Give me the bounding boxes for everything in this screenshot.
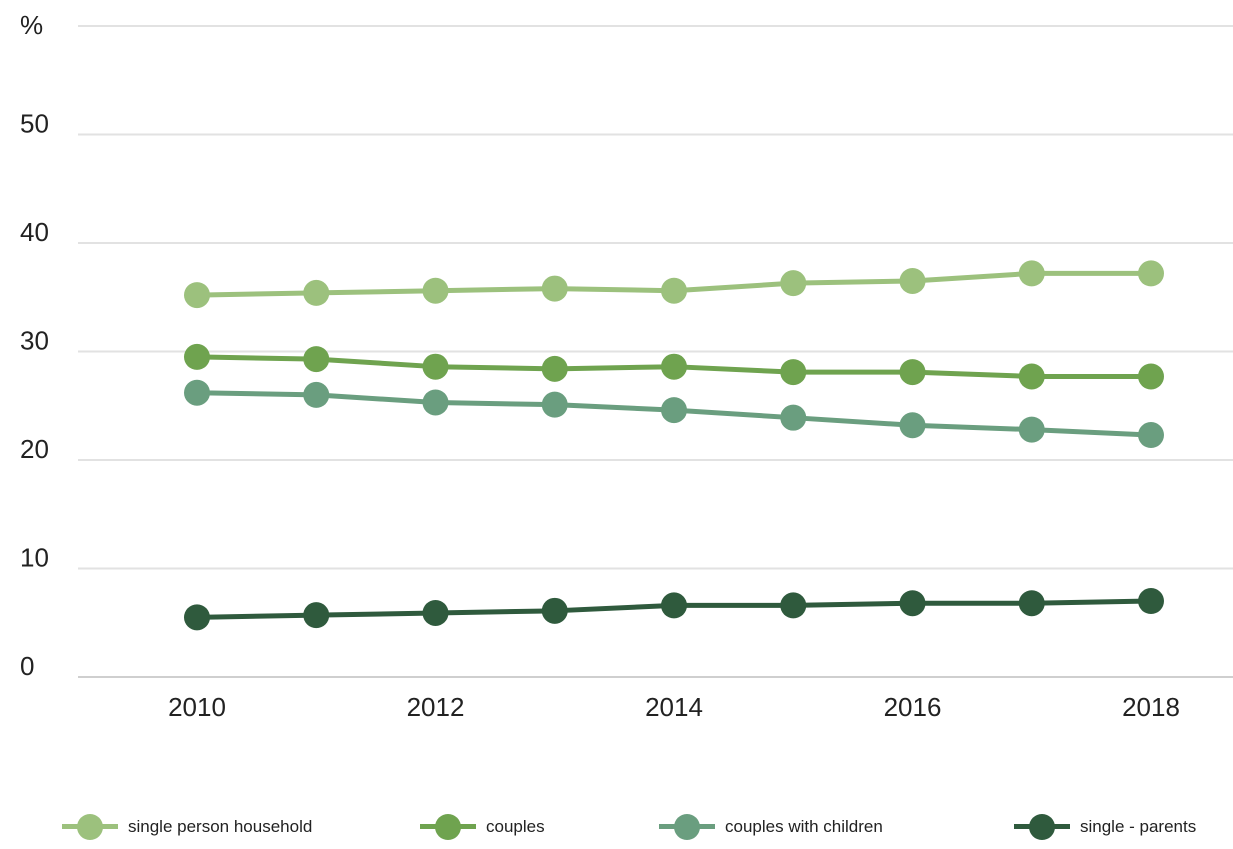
data-point (541, 391, 568, 418)
data-point (1018, 590, 1045, 617)
data-point (1138, 260, 1164, 287)
legend-swatch-icon (1014, 805, 1070, 849)
legend-label: single person household (128, 817, 313, 836)
y-tick-label: 30 (20, 326, 49, 356)
y-axis-label: % (20, 10, 43, 40)
data-point (661, 277, 687, 304)
legend-item: single person household (62, 805, 312, 849)
legend-swatch-icon (420, 805, 476, 849)
data-point (422, 277, 449, 304)
y-tick-label: 10 (20, 543, 49, 573)
legend-item: couples with children (659, 805, 883, 849)
y-tick-label: 20 (20, 434, 49, 464)
data-point (422, 599, 449, 626)
data-point (780, 270, 807, 297)
y-tick-label: 0 (20, 651, 34, 681)
y-tick-label: 40 (20, 217, 49, 247)
data-point (1018, 363, 1045, 390)
data-point (780, 404, 807, 431)
legend-swatch-icon (659, 805, 715, 849)
data-point (661, 353, 687, 380)
data-point (422, 389, 449, 416)
data-point (541, 355, 568, 382)
data-point (661, 397, 687, 424)
data-point (1138, 363, 1164, 390)
x-tick-label: 2016 (884, 692, 942, 722)
data-point (899, 590, 926, 617)
legend-item: couples (420, 805, 545, 849)
data-point (303, 381, 330, 408)
data-point (1018, 260, 1045, 287)
data-point (780, 359, 807, 386)
data-point (780, 592, 807, 619)
x-tick-label: 2014 (645, 692, 703, 722)
x-tick-label: 2012 (407, 692, 465, 722)
legend: single person household couples couples wi… (0, 805, 1233, 849)
data-point (184, 604, 210, 631)
legend-label: single - parents (1080, 817, 1197, 836)
data-point (422, 353, 449, 380)
line-chart: 0 10 20 30 40 50% 2010 2012 2014 2016 2018 (20, 10, 1233, 722)
data-point (899, 267, 926, 294)
data-point (184, 343, 210, 370)
data-point (303, 346, 330, 373)
legend-label: couples with children (725, 817, 883, 836)
legend-item: single - parents (1014, 805, 1196, 849)
y-tick-label: 50 (20, 109, 49, 139)
data-point (899, 359, 926, 386)
data-point (541, 597, 568, 624)
data-point (303, 602, 330, 629)
legend-label: couples (486, 817, 545, 836)
x-tick-label: 2010 (168, 692, 226, 722)
data-point (184, 282, 210, 309)
data-point (1018, 416, 1045, 443)
data-point (899, 412, 926, 439)
data-point (1138, 588, 1164, 615)
x-tick-label: 2018 (1122, 692, 1180, 722)
data-point (184, 379, 210, 406)
legend-swatch-icon (62, 805, 118, 849)
data-point (541, 275, 568, 302)
data-point (1138, 422, 1164, 449)
data-point (661, 592, 687, 619)
data-point (303, 279, 330, 306)
